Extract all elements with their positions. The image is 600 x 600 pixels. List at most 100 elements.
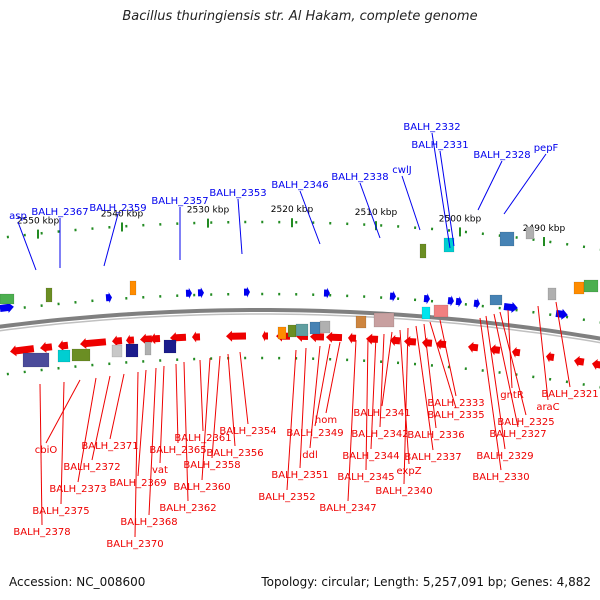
feature-block — [71, 348, 91, 362]
reverse-gene-label: ddl — [302, 450, 317, 461]
backbone-shadow — [0, 313, 600, 344]
reverse-gene-label: BALH_2349 — [286, 428, 343, 439]
feature-block — [0, 293, 15, 305]
forward-gene-leader-line — [299, 190, 321, 245]
reverse-gene-arrow — [348, 332, 357, 344]
forward-gene-arrow — [473, 298, 480, 309]
scale-tick-label: 2530 kbp — [187, 206, 230, 216]
reverse-gene-arrow — [262, 330, 269, 342]
feature-block — [111, 344, 123, 358]
forward-gene-arrow — [243, 286, 251, 298]
feature-block — [583, 279, 599, 293]
accession-text: Accession: NC_008600 — [9, 575, 146, 589]
reverse-gene-arrow — [191, 331, 201, 343]
reverse-gene-label: BALH_2360 — [173, 482, 230, 493]
reverse-gene-arrow — [226, 330, 247, 342]
forward-gene-arrow — [455, 296, 462, 308]
reverse-gene-leader-line — [499, 311, 527, 416]
forward-gene-label: BALH_2331 — [411, 140, 468, 151]
reverse-gene-label: BALH_2370 — [106, 539, 163, 550]
reverse-gene-label: BALH_2342 — [351, 429, 408, 440]
feature-block — [319, 320, 331, 334]
forward-gene-arrow — [503, 301, 518, 313]
reverse-gene-arrow — [436, 338, 447, 350]
reverse-gene-leader-line — [379, 333, 385, 428]
scale-tick-mark — [291, 218, 293, 228]
feature-block — [144, 341, 152, 356]
reverse-gene-label: vat — [152, 465, 168, 476]
reverse-gene-label: BALH_2368 — [120, 517, 177, 528]
reverse-gene-label: BALH_2358 — [183, 460, 240, 471]
forward-gene-label: cwlJ — [392, 165, 411, 176]
reverse-gene-label: BALH_2345 — [337, 472, 394, 483]
reverse-gene-leader-line — [537, 305, 549, 401]
reverse-gene-leader-line — [423, 323, 437, 429]
forward-gene-arrow — [323, 287, 330, 299]
reverse-gene-label: BALH_2375 — [32, 506, 89, 517]
reverse-gene-leader-line — [137, 369, 147, 477]
reverse-gene-label: BALH_2325 — [497, 417, 554, 428]
forward-gene-leader-line — [237, 198, 243, 255]
feature-block — [419, 243, 427, 259]
forward-gene-label: BALH_2338 — [331, 172, 388, 183]
feature-block — [163, 339, 177, 354]
reverse-gene-arrow — [325, 331, 343, 343]
reverse-gene-leader-line — [148, 367, 157, 516]
reverse-gene-label: BALH_2372 — [63, 462, 120, 473]
forward-gene-label: pepF — [534, 143, 559, 154]
reverse-gene-leader-line — [183, 361, 189, 502]
reverse-gene-leader-line — [175, 363, 179, 444]
feature-block — [277, 326, 287, 340]
reverse-gene-label: BALH_2330 — [472, 472, 529, 483]
reverse-gene-arrow — [365, 333, 379, 345]
forward-gene-label: BALH_2357 — [151, 196, 208, 207]
reverse-gene-leader-line — [211, 355, 221, 459]
forward-gene-arrow — [197, 287, 204, 299]
forward-gene-leader-line — [431, 132, 451, 249]
reverse-gene-arrow — [40, 341, 53, 353]
reverse-gene-leader-line — [199, 359, 204, 432]
forward-gene-arrow — [447, 295, 454, 307]
reverse-gene-label: BALH_2336 — [407, 430, 464, 441]
forward-gene-label: BALH_2332 — [403, 122, 460, 133]
reverse-gene-label: BALH_2321 — [541, 389, 598, 400]
reverse-gene-label: BALH_2329 — [476, 451, 533, 462]
forward-gene-leader-line — [401, 175, 421, 231]
forward-gene-leader-line — [439, 150, 455, 247]
reverse-gene-leader-line — [403, 327, 409, 485]
reverse-gene-leader-line — [493, 313, 519, 428]
reverse-gene-label: araC — [536, 402, 559, 413]
reverse-gene-leader-line — [286, 349, 297, 491]
feature-block — [373, 312, 395, 328]
feature-block — [355, 315, 367, 329]
forward-gene-label: BALH_2346 — [271, 180, 328, 191]
scale-tick-label: 2550 kbp — [17, 217, 60, 227]
reverse-gene-leader-line — [91, 375, 111, 461]
feature-block — [287, 324, 297, 338]
reverse-gene-label: expZ — [396, 466, 421, 477]
reverse-gene-leader-line — [309, 345, 321, 449]
reverse-gene-label: cbiO — [35, 445, 58, 456]
feature-block — [129, 280, 137, 296]
reverse-gene-arrow — [10, 345, 35, 357]
forward-gene-label: asp — [9, 211, 27, 222]
scale-tick-label: 2500 kbp — [439, 214, 482, 224]
feature-block — [489, 294, 503, 306]
reverse-gene-leader-line — [347, 339, 357, 502]
forward-gene-label: BALH_2359 — [89, 203, 146, 214]
reverse-gene-leader-line — [429, 321, 457, 409]
map-title: Bacillus thuringiensis str. Al Hakam, co… — [122, 9, 478, 24]
reverse-gene-leader-line — [134, 371, 139, 538]
scale-tick-label: 2520 kbp — [271, 205, 314, 215]
forward-gene-leader-line — [503, 153, 547, 215]
reverse-gene-leader-line — [227, 353, 236, 447]
reverse-gene-label: BALH_2333 — [427, 398, 484, 409]
reverse-gene-arrow — [467, 341, 479, 353]
reverse-gene-leader-line — [60, 381, 65, 505]
feature-block — [525, 226, 535, 240]
scale-tick-mark — [37, 229, 39, 239]
reverse-gene-label: BALH_2340 — [375, 486, 432, 497]
reverse-gene-leader-line — [415, 325, 434, 451]
reverse-gene-label: BALH_2378 — [13, 527, 70, 538]
